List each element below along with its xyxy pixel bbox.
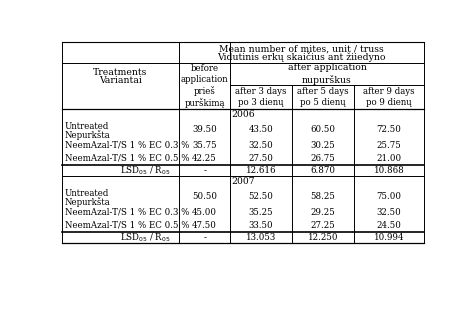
Text: 27.25: 27.25: [310, 221, 335, 230]
Text: 35.75: 35.75: [192, 141, 217, 150]
Text: 43.50: 43.50: [248, 125, 273, 134]
Text: 39.50: 39.50: [192, 125, 217, 134]
Text: 75.00: 75.00: [376, 192, 401, 201]
Text: 27.50: 27.50: [248, 154, 273, 163]
Text: NeemAzal-T/S 1 % EC 0.5 %: NeemAzal-T/S 1 % EC 0.5 %: [64, 221, 189, 230]
Text: NeemAzal-T/S 1 % EC 0.3 %: NeemAzal-T/S 1 % EC 0.3 %: [64, 141, 189, 150]
Text: 50.50: 50.50: [192, 192, 217, 201]
Text: 72.50: 72.50: [376, 125, 401, 134]
Text: Nepurkšta: Nepurkšta: [64, 130, 110, 140]
Text: Mean number of mites, unit / truss: Mean number of mites, unit / truss: [219, 45, 384, 54]
Text: 10.994: 10.994: [374, 233, 404, 242]
Text: 58.25: 58.25: [310, 192, 335, 201]
Text: 25.75: 25.75: [377, 141, 401, 150]
Text: 6.870: 6.870: [310, 166, 335, 175]
Text: after application
nupurškus: after application nupurškus: [288, 63, 366, 85]
Text: -: -: [203, 233, 206, 242]
Text: 13.053: 13.053: [246, 233, 276, 242]
Text: after 9 days
po 9 dienų: after 9 days po 9 dienų: [363, 87, 415, 107]
Text: 21.00: 21.00: [376, 154, 401, 163]
Text: 32.50: 32.50: [248, 141, 273, 150]
Text: 42.25: 42.25: [192, 154, 217, 163]
Text: Untreated: Untreated: [64, 122, 109, 131]
Text: Variantai: Variantai: [99, 75, 142, 85]
Text: 26.75: 26.75: [310, 154, 335, 163]
Text: 24.50: 24.50: [376, 221, 401, 230]
Text: Untreated: Untreated: [64, 189, 109, 198]
Text: Vidutinis erkų skaičius ant žiiedyno: Vidutinis erkų skaičius ant žiiedyno: [218, 52, 386, 62]
Text: 2006: 2006: [231, 110, 255, 119]
Text: after 3 days
po 3 dienų: after 3 days po 3 dienų: [235, 87, 286, 107]
Text: Treatments: Treatments: [93, 68, 148, 77]
Text: LSD$_{05}$ / R$_{05}$: LSD$_{05}$ / R$_{05}$: [120, 164, 171, 177]
Text: 2007: 2007: [231, 177, 255, 186]
Text: 35.25: 35.25: [248, 208, 273, 217]
Text: 12.250: 12.250: [308, 233, 338, 242]
Text: -: -: [203, 166, 206, 175]
Text: 47.50: 47.50: [192, 221, 217, 230]
Text: 45.00: 45.00: [192, 208, 217, 217]
Text: NeemAzal-T/S 1 % EC 0.3 %: NeemAzal-T/S 1 % EC 0.3 %: [64, 208, 189, 217]
Text: 32.50: 32.50: [377, 208, 401, 217]
Text: 30.25: 30.25: [310, 141, 335, 150]
Text: 60.50: 60.50: [310, 125, 335, 134]
Text: after 5 days
po 5 dienų: after 5 days po 5 dienų: [297, 87, 348, 107]
Text: Nepurkšta: Nepurkšta: [64, 197, 110, 207]
Text: 33.50: 33.50: [248, 221, 273, 230]
Text: 29.25: 29.25: [310, 208, 335, 217]
Text: NeemAzal-T/S 1 % EC 0.5 %: NeemAzal-T/S 1 % EC 0.5 %: [64, 154, 189, 163]
Text: LSD$_{05}$ / R$_{05}$: LSD$_{05}$ / R$_{05}$: [120, 231, 171, 244]
Text: 10.868: 10.868: [374, 166, 404, 175]
Text: before
application
prieš
purškimą: before application prieš purškimą: [181, 64, 228, 108]
Text: 12.616: 12.616: [246, 166, 276, 175]
Text: 52.50: 52.50: [248, 192, 273, 201]
